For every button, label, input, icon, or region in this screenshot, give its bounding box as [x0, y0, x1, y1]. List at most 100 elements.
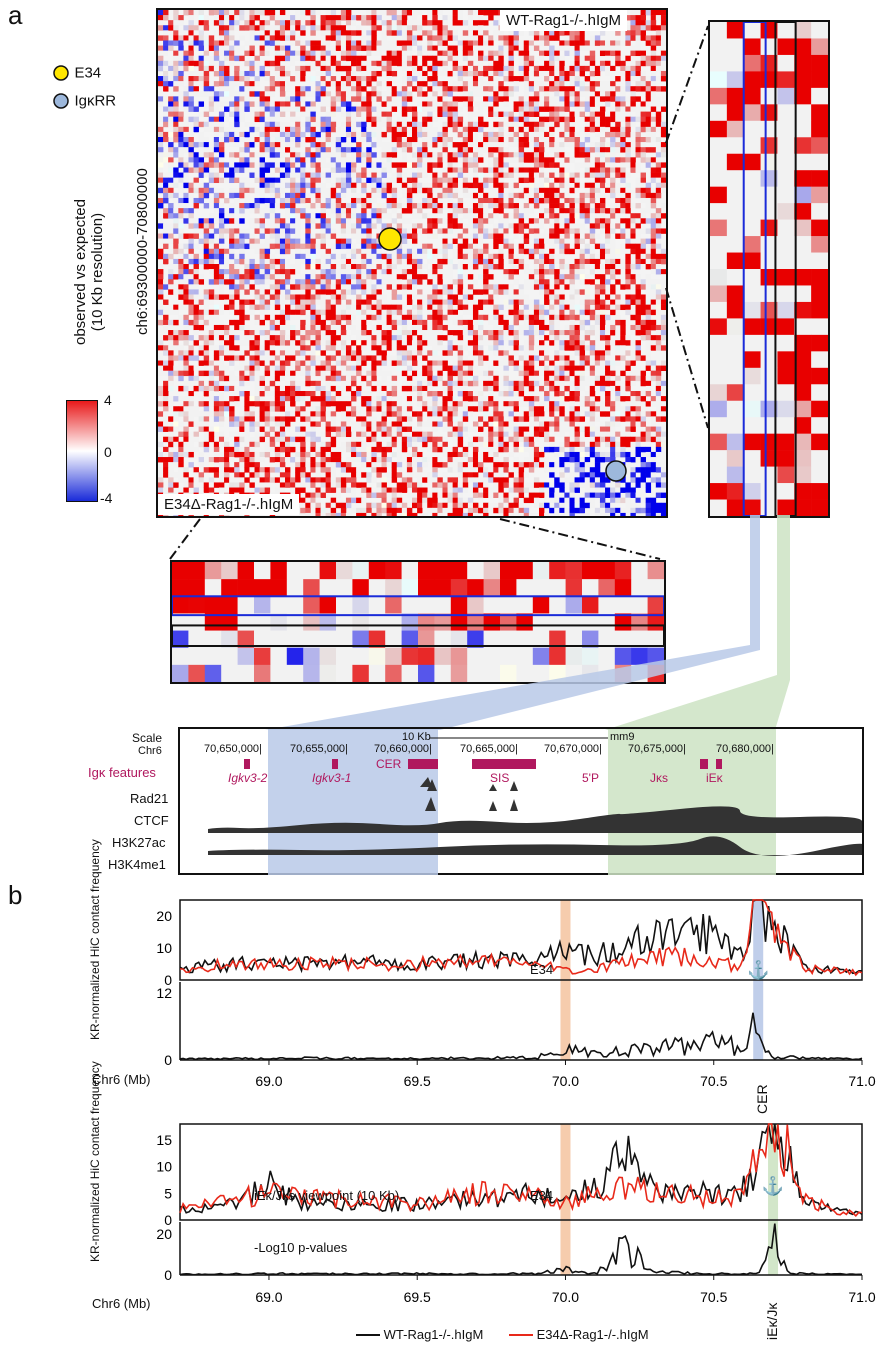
heatmap-cell: [239, 147, 245, 153]
heatmap-cell: [467, 137, 474, 143]
heatmap-cell: [158, 340, 164, 346]
heatmap-cell: [224, 101, 230, 107]
heatmap-cell: [173, 192, 179, 199]
heatmap-cell: [508, 187, 514, 194]
heatmap-cell: [483, 253, 489, 260]
heatmap-cell: [478, 55, 484, 62]
heatmap-cell: [503, 274, 509, 280]
heatmap-cell: [472, 91, 479, 97]
heatmap-cell: [371, 20, 377, 26]
heatmap-cell: [229, 177, 235, 184]
heatmap-cell: [523, 40, 530, 46]
heatmap-cell: [198, 81, 205, 87]
heatmap-cell: [239, 192, 245, 199]
heatmap-cell: [625, 218, 631, 224]
heatmap-cell: [396, 172, 403, 178]
heatmap-cell: [239, 10, 245, 16]
heatmap-cell: [371, 35, 377, 41]
heatmap-cell: [498, 137, 504, 143]
heatmap-cell: [610, 208, 616, 214]
heatmap-cell: [620, 203, 626, 209]
heatmap-cell: [254, 15, 260, 21]
heatmap-cell: [594, 187, 601, 194]
heatmap-cell: [447, 264, 453, 270]
heatmap-cell: [584, 167, 591, 173]
heatmap-cell: [203, 340, 210, 346]
heatmap-cell: [478, 274, 484, 280]
heatmap-cell: [584, 76, 591, 82]
heatmap-cell: [544, 279, 550, 285]
heatmap-cell: [442, 172, 448, 178]
heatmap-cell: [290, 269, 296, 275]
heatmap-cell: [401, 25, 408, 31]
heatmap-cell: [208, 264, 215, 270]
heatmap-cell: [178, 269, 184, 275]
heatmap-cell: [564, 96, 570, 102]
heatmap-cell: [579, 192, 586, 199]
heatmap-cell: [472, 76, 479, 82]
heatmap-cell: [498, 111, 504, 117]
heatmap-cell: [386, 314, 392, 321]
heatmap-cell: [391, 294, 398, 300]
heatmap-cell: [386, 65, 392, 72]
heatmap-cell: [544, 152, 550, 158]
heatmap-cell: [330, 76, 337, 82]
heatmap-cell: [396, 319, 403, 326]
heatmap-cell: [533, 284, 540, 290]
heatmap-cell: [417, 253, 423, 260]
heatmap-cell: [660, 121, 666, 128]
heatmap-cell: [158, 279, 164, 285]
heatmap-cell: [163, 233, 169, 239]
heatmap-cell: [472, 142, 479, 148]
heatmap-cell: [630, 248, 636, 255]
heatmap-cell: [559, 223, 565, 229]
heatmap-cell: [655, 30, 662, 36]
heatmap-cell: [173, 182, 179, 189]
heatmap-cell: [539, 126, 545, 133]
heatmap-cell: [625, 192, 631, 199]
heatmap-cell: [610, 45, 616, 51]
heatmap-cell: [615, 233, 621, 239]
heatmap-cell: [549, 324, 555, 331]
heatmap-cell: [615, 314, 621, 321]
heatmap-cell: [366, 279, 372, 285]
heatmap-cell: [569, 314, 575, 321]
heatmap-cell: [518, 309, 525, 316]
heatmap-cell: [635, 319, 641, 326]
heatmap-cell: [432, 304, 438, 311]
heatmap-cell: [269, 40, 276, 46]
heatmap-cell: [462, 40, 469, 46]
heatmap-cell: [376, 192, 382, 199]
heatmap-cell: [396, 248, 403, 255]
heatmap-cell: [193, 314, 199, 321]
heatmap-cell: [269, 142, 276, 148]
heatmap-cell: [188, 116, 194, 123]
heatmap-cell: [422, 147, 428, 153]
heatmap-cell: [178, 35, 184, 41]
heatmap-cell: [660, 248, 666, 255]
heatmap-cell: [213, 264, 220, 270]
heatmap-cell: [310, 233, 316, 239]
heatmap-cell: [345, 248, 352, 255]
heatmap-cell: [305, 335, 311, 341]
heatmap-cell: [569, 177, 575, 184]
heatmap-cell: [615, 70, 621, 77]
heatmap-cell: [330, 243, 337, 250]
heatmap-cell: [605, 121, 611, 128]
heatmap-cell: [168, 335, 174, 341]
heatmap-cell: [234, 309, 240, 316]
heatmap-cell: [371, 274, 377, 280]
heatmap-cell: [528, 157, 535, 163]
heatmap-cell: [198, 10, 205, 16]
heatmap-cell: [635, 213, 641, 219]
heatmap-cell: [401, 203, 408, 209]
heatmap-cell: [594, 335, 601, 341]
heatmap-cell: [447, 15, 453, 21]
heatmap-cell: [218, 60, 225, 67]
heatmap-cell: [544, 233, 550, 239]
heatmap-cell: [340, 40, 347, 46]
heatmap-cell: [503, 238, 509, 244]
heatmap-cell: [269, 233, 276, 239]
heatmap-cell: [523, 284, 530, 290]
heatmap-cell: [234, 228, 240, 234]
